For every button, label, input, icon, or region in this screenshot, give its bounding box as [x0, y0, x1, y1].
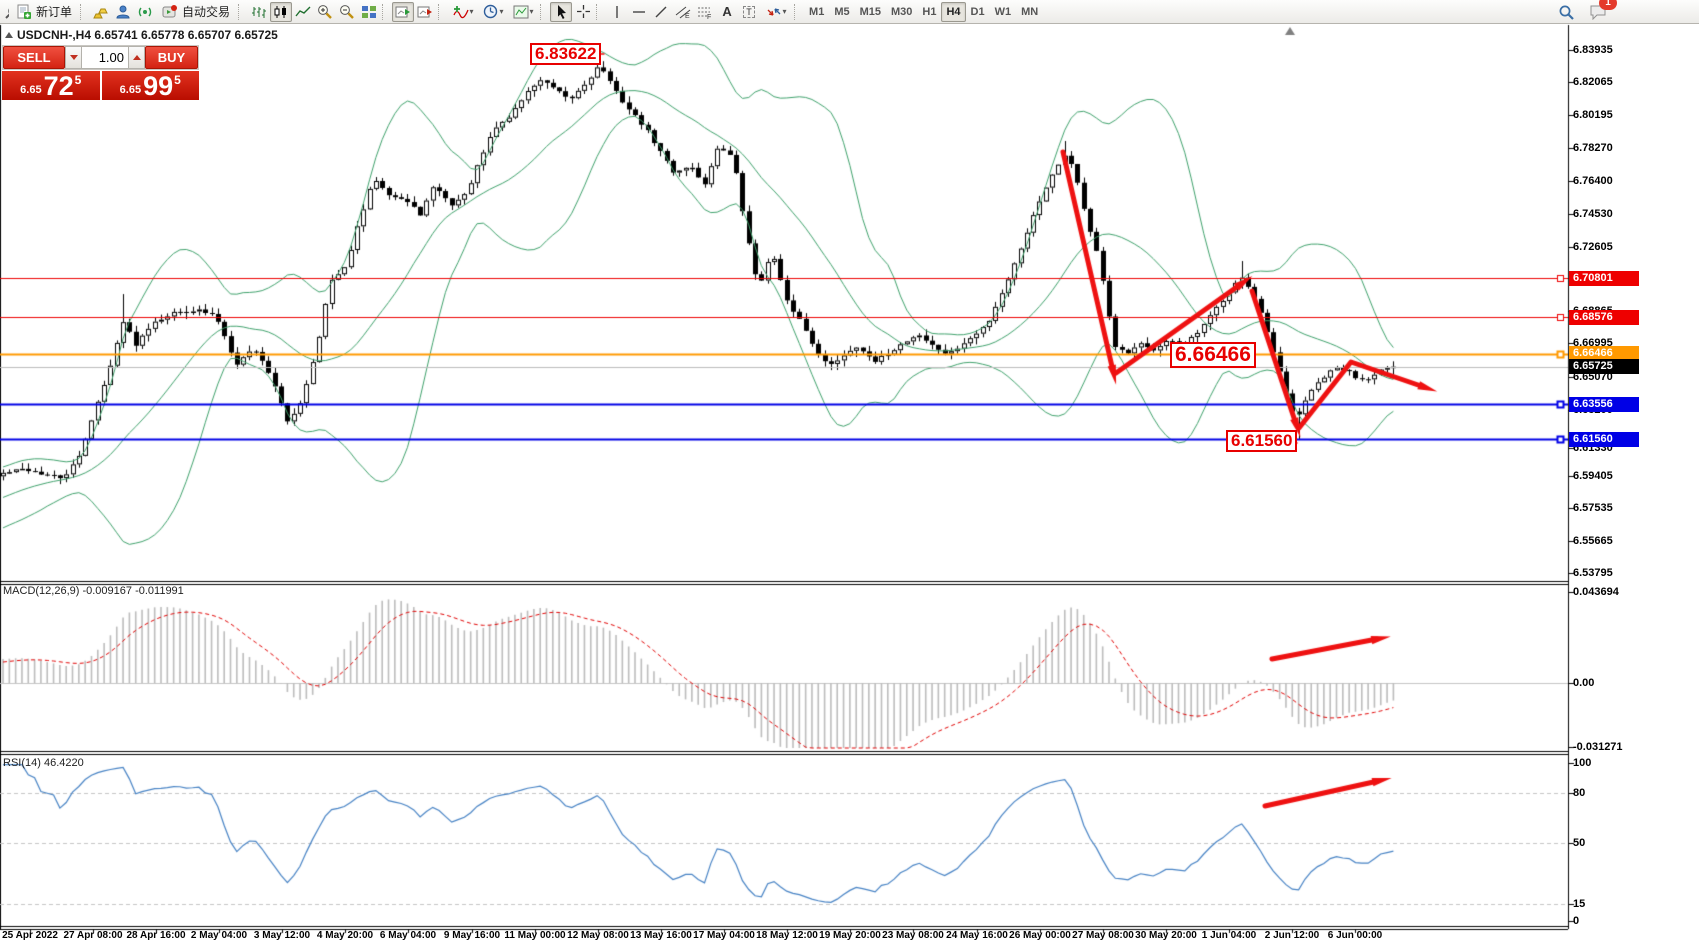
- macd-indicator-label: MACD(12,26,9) -0.009167 -0.011991: [3, 585, 184, 597]
- chart-title: USDCNH-,H4 6.65741 6.65778 6.65707 6.657…: [5, 28, 278, 42]
- sell-price-tile[interactable]: 6.65 72 5: [2, 71, 100, 100]
- buy-price-prefix: 6.65: [119, 84, 142, 96]
- buy-price-pip: 5: [174, 73, 181, 87]
- sell-label: SELL: [17, 50, 51, 65]
- buy-button[interactable]: BUY: [145, 46, 198, 69]
- volume-decrease-button[interactable]: [65, 46, 82, 69]
- rsi-indicator-label: RSI(14) 46.4220: [3, 757, 84, 769]
- one-click-trading-panel: SELL 1.00 BUY 6.65 72 5 6.65 99 5: [2, 45, 199, 100]
- volume-increase-button[interactable]: [128, 46, 145, 69]
- buy-price-big: 99: [143, 71, 174, 101]
- sell-price-prefix: 6.65: [20, 84, 42, 96]
- price-annotation-box[interactable]: 6.61560: [1226, 430, 1298, 453]
- price-annotation-box[interactable]: 6.66466: [1170, 342, 1256, 369]
- symbol-ohlc-line: USDCNH-,H4 6.65741 6.65778 6.65707 6.657…: [17, 28, 278, 42]
- sell-price-big: 72: [43, 71, 74, 101]
- buy-label: BUY: [157, 50, 186, 65]
- arrow-up-icon: [132, 55, 141, 60]
- volume-input[interactable]: 1.00: [82, 46, 128, 69]
- symbol-marker-icon: [5, 32, 13, 38]
- arrow-down-icon: [69, 55, 78, 60]
- sell-price-pip: 5: [74, 73, 82, 87]
- price-annotation-box[interactable]: 6.83622: [530, 43, 602, 66]
- sell-button[interactable]: SELL: [3, 46, 65, 69]
- buy-price-tile[interactable]: 6.65 99 5: [101, 71, 199, 101]
- volume-value: 1.00: [98, 50, 124, 65]
